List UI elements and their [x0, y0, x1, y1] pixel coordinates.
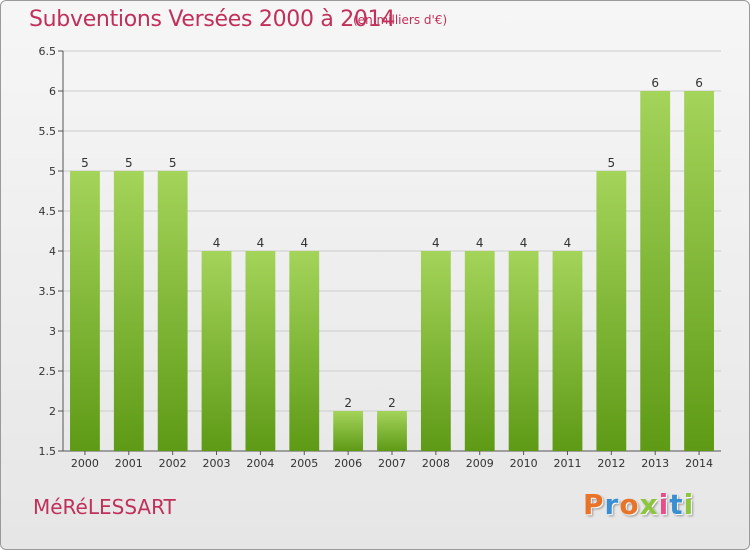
data-label-2006: 2 — [344, 396, 352, 410]
data-label-2005: 4 — [300, 236, 308, 250]
x-tick-label: 2014 — [685, 457, 713, 470]
y-tick-label: 4.5 — [39, 205, 57, 218]
x-tick-label: 2002 — [159, 457, 187, 470]
x-tick-label: 2000 — [71, 457, 99, 470]
bar-2012 — [596, 171, 627, 451]
x-tick-label: 2003 — [203, 457, 231, 470]
proxiti-logo: Proxiti — [583, 488, 694, 521]
chart-subtitle: (en milliers d'€) — [353, 13, 448, 27]
x-tick-label: 2006 — [334, 457, 362, 470]
chart-title: Subventions Versées 2000 à 2014 — [29, 7, 396, 32]
x-tick-label: 2011 — [553, 457, 581, 470]
data-label-2007: 2 — [388, 396, 396, 410]
x-tick-label: 2007 — [378, 457, 406, 470]
y-tick-label: 6.5 — [39, 45, 57, 58]
x-tick-label: 2005 — [290, 457, 318, 470]
bar-2011 — [552, 251, 583, 451]
data-label-2000: 5 — [81, 156, 89, 170]
logo-letter: r — [604, 488, 620, 521]
data-label-2010: 4 — [520, 236, 528, 250]
x-tick-label: 2001 — [115, 457, 143, 470]
bar-2004 — [245, 251, 276, 451]
labels: 5 2000 5 2001 5 2002 4 2003 4 2004 4 2005 2 2006 2 2007… — [71, 76, 713, 470]
logo-letter: o — [619, 488, 640, 521]
bar-2008 — [420, 251, 451, 451]
y-tick-label: 2.5 — [39, 365, 57, 378]
y-tick-label: 3 — [49, 325, 56, 338]
logo-letter: x — [639, 488, 659, 521]
bar-2007 — [377, 411, 407, 451]
x-tick-label: 2013 — [641, 457, 669, 470]
logo-letter: t — [669, 488, 684, 521]
x-tick-label: 2004 — [246, 457, 274, 470]
y-tick-label: 4 — [49, 245, 56, 258]
logo-letter: i — [683, 488, 695, 521]
x-tick-label: 2010 — [510, 457, 538, 470]
bars — [70, 91, 714, 451]
logo-letter: i — [658, 488, 670, 521]
y-tick-label: 5.5 — [39, 125, 57, 138]
bar-2013 — [640, 91, 671, 451]
data-label-2014: 6 — [695, 76, 703, 90]
bar-2006 — [333, 411, 364, 451]
data-label-2004: 4 — [257, 236, 265, 250]
y-tick-label: 2 — [49, 405, 56, 418]
x-tick-label: 2008 — [422, 457, 450, 470]
y-tick-label: 3.5 — [39, 285, 57, 298]
data-label-2009: 4 — [476, 236, 484, 250]
data-label-2001: 5 — [125, 156, 133, 170]
x-tick-label: 2012 — [597, 457, 625, 470]
data-label-2002: 5 — [169, 156, 177, 170]
data-label-2011: 4 — [564, 236, 572, 250]
commune-name: MéRéLESSART — [33, 495, 176, 519]
data-label-2013: 6 — [651, 76, 659, 90]
bar-2009 — [464, 251, 495, 451]
bar-2002 — [157, 171, 188, 451]
y-tick-label: 1.5 — [39, 445, 57, 458]
bar-2010 — [508, 251, 539, 451]
y-tick-label: 6 — [49, 85, 56, 98]
logo-letter: P — [583, 488, 605, 521]
bar-2000 — [70, 171, 100, 451]
data-label-2012: 5 — [608, 156, 616, 170]
bar-2014 — [684, 91, 714, 451]
x-tick-label: 2009 — [466, 457, 494, 470]
data-label-2003: 4 — [213, 236, 221, 250]
bar-2005 — [289, 251, 320, 451]
data-label-2008: 4 — [432, 236, 440, 250]
y-tick-label: 5 — [49, 165, 56, 178]
bar-2003 — [201, 251, 232, 451]
bar-2001 — [113, 171, 144, 451]
